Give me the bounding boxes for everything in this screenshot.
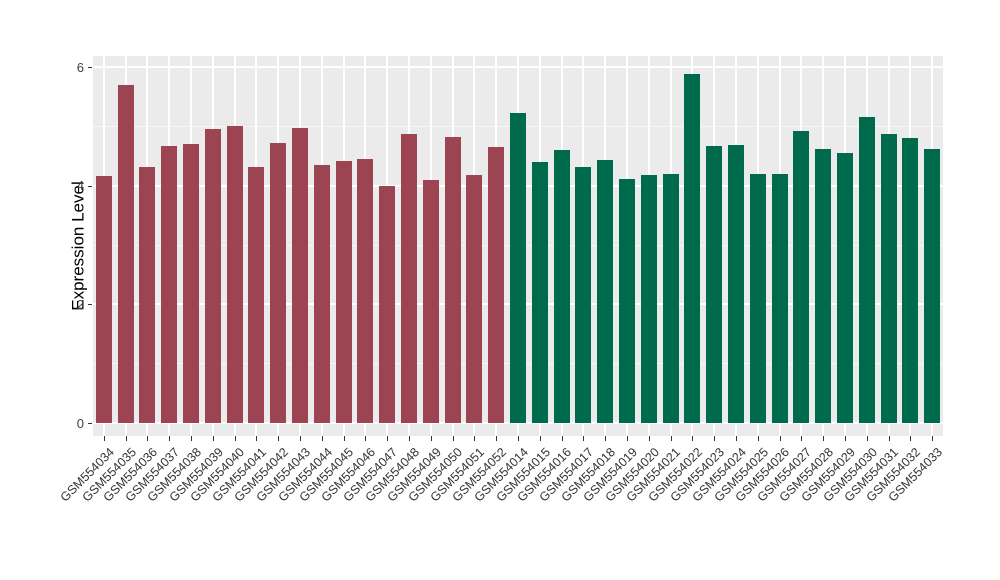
x-tick-mark	[387, 436, 389, 441]
bar-GSM554051	[466, 175, 483, 423]
bar-GSM554030	[858, 116, 875, 423]
bar-GSM554036	[139, 167, 156, 423]
bar-GSM554019	[618, 178, 635, 423]
x-tick-mark	[714, 436, 716, 441]
bar-GSM554016	[553, 149, 570, 423]
y-tick-label: 2	[76, 296, 84, 312]
x-tick-mark	[125, 436, 127, 441]
bar-GSM554044	[313, 164, 330, 423]
bar-GSM554043	[292, 128, 309, 423]
x-tick-mark	[212, 436, 214, 441]
x-tick-mark	[888, 436, 890, 441]
bar-GSM554034	[95, 175, 112, 423]
bar-GSM554048	[401, 134, 418, 423]
x-tick-mark	[626, 436, 628, 441]
x-tick-mark	[300, 436, 302, 441]
x-tick-mark	[583, 436, 585, 441]
bar-GSM554031	[880, 133, 897, 423]
x-tick-mark	[648, 436, 650, 441]
bar-GSM554033	[924, 148, 941, 423]
plot-panel	[93, 56, 943, 436]
bar-GSM554021	[662, 173, 679, 423]
bar-GSM554041	[248, 167, 265, 423]
x-tick-mark	[496, 436, 498, 441]
x-tick-mark	[823, 436, 825, 441]
y-tick-mark	[88, 304, 92, 306]
bar-GSM554014	[510, 112, 526, 423]
x-tick-mark	[539, 436, 541, 441]
bar-GSM554040	[226, 126, 243, 423]
x-tick-mark	[278, 436, 280, 441]
x-tick-mark	[844, 436, 846, 441]
bar-GSM554025	[749, 174, 766, 423]
bar-GSM554050	[444, 137, 461, 423]
y-tick-label: 4	[76, 178, 84, 194]
x-tick-mark	[452, 436, 454, 441]
bar-GSM554026	[771, 174, 788, 423]
bar-GSM554020	[640, 175, 657, 423]
y-tick-label: 0	[76, 415, 84, 431]
bar-GSM554045	[335, 160, 352, 423]
x-tick-mark	[518, 436, 519, 441]
y-tick-mark	[88, 423, 92, 424]
bar-GSM554042	[270, 143, 287, 423]
bar-GSM554047	[379, 186, 396, 423]
x-tick-mark	[321, 436, 323, 441]
x-tick-mark	[234, 436, 236, 441]
bar-GSM554032	[902, 137, 919, 423]
bar-GSM554049	[422, 179, 439, 423]
x-tick-mark	[605, 436, 607, 441]
bar-GSM554017	[575, 166, 592, 423]
x-tick-mark	[191, 436, 193, 441]
x-tick-mark	[343, 436, 345, 441]
x-tick-mark	[670, 436, 672, 441]
bar-GSM554029	[836, 152, 853, 423]
bar-GSM554035	[117, 85, 134, 423]
x-tick-mark	[735, 436, 737, 441]
x-tick-mark	[430, 436, 432, 441]
bar-GSM554028	[815, 148, 832, 423]
x-tick-mark	[910, 436, 912, 441]
x-tick-mark	[256, 436, 258, 441]
x-tick-mark	[866, 436, 868, 441]
x-tick-mark	[932, 436, 934, 441]
y-tick-mark	[88, 185, 92, 187]
bar-GSM554015	[531, 161, 548, 423]
x-tick-mark	[365, 436, 367, 441]
bar-GSM554022	[684, 73, 701, 423]
bar-GSM554052	[488, 146, 505, 423]
x-tick-mark	[561, 436, 563, 441]
x-tick-mark	[169, 436, 171, 441]
bar-GSM554038	[183, 143, 200, 423]
x-tick-mark	[409, 436, 411, 441]
bar-GSM554037	[161, 145, 178, 423]
x-tick-mark	[692, 436, 694, 441]
bar-GSM554027	[793, 131, 810, 423]
x-tick-mark	[147, 436, 149, 441]
y-tick-mark	[88, 67, 92, 69]
x-tick-mark	[757, 436, 759, 441]
x-tick-mark	[801, 436, 803, 441]
bar-GSM554039	[204, 128, 221, 423]
x-tick-mark	[103, 436, 105, 441]
x-tick-mark	[779, 436, 781, 441]
y-tick-label: 6	[76, 59, 84, 75]
bar-GSM554046	[357, 159, 374, 423]
x-tick-mark	[474, 436, 476, 441]
bar-GSM554024	[727, 144, 744, 423]
y-axis-title: Expression Level	[68, 181, 88, 311]
bar-GSM554018	[597, 159, 614, 423]
bar-GSM554023	[706, 145, 723, 423]
